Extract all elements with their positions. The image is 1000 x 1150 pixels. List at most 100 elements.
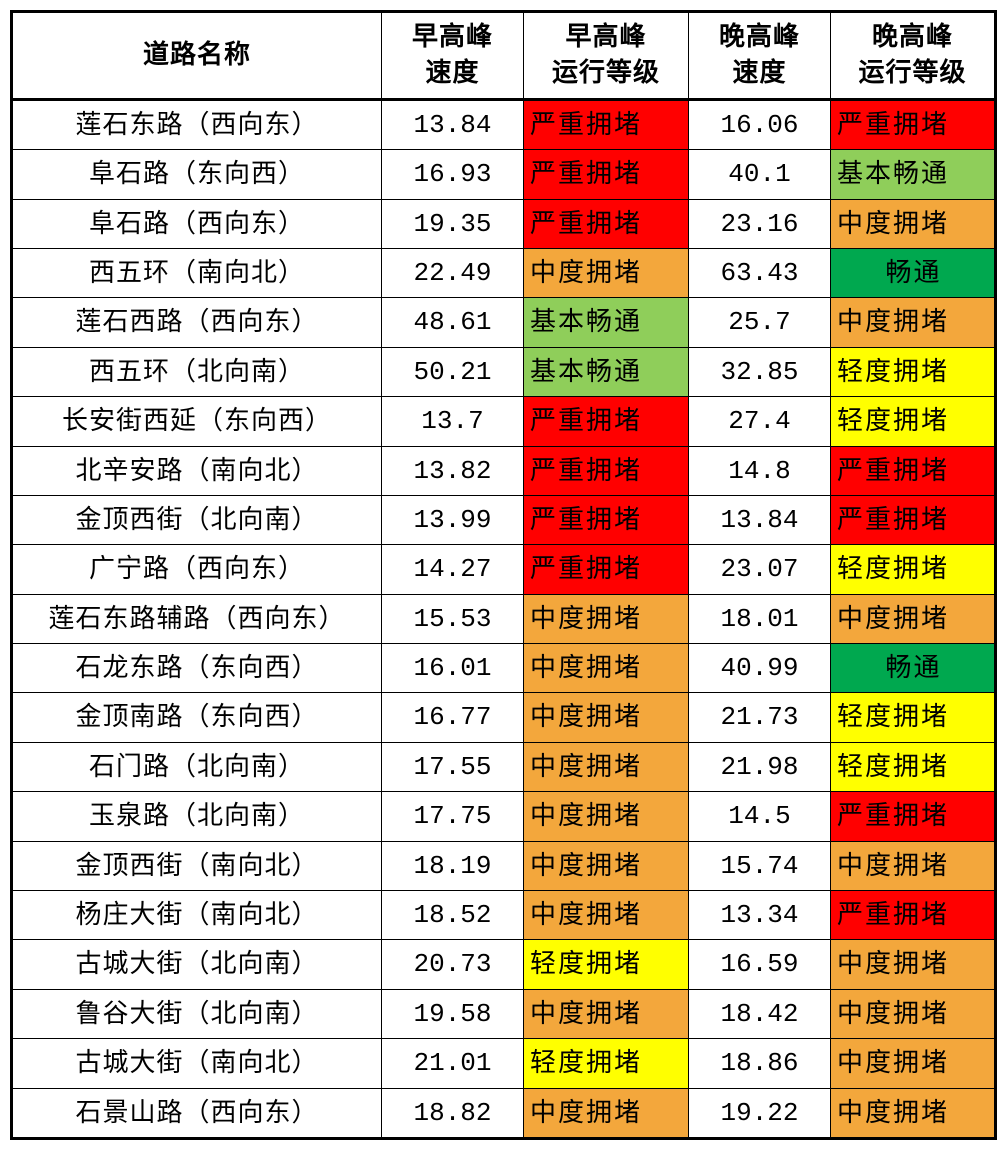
road-name-cell: 莲石东路辅路（西向东）: [12, 594, 382, 643]
table-row: 金顶西街（北向南）13.99严重拥堵13.84严重拥堵: [12, 495, 996, 544]
road-name-cell: 杨庄大街（南向北）: [12, 891, 382, 940]
table-row: 金顶南路（东向西）16.77中度拥堵21.73轻度拥堵: [12, 693, 996, 742]
table-row: 古城大街（南向北）21.01轻度拥堵18.86中度拥堵: [12, 1039, 996, 1088]
road-name-cell: 金顶南路（东向西）: [12, 693, 382, 742]
pm-level-cell: 轻度拥堵: [831, 347, 996, 396]
pm-speed-cell: 21.98: [689, 742, 831, 791]
am-speed-cell: 48.61: [382, 298, 524, 347]
road-name-cell: 玉泉路（北向南）: [12, 792, 382, 841]
am-speed-cell: 13.7: [382, 397, 524, 446]
road-name-cell: 鲁谷大街（北向南）: [12, 989, 382, 1038]
road-name-cell: 长安街西延（东向西）: [12, 397, 382, 446]
table-row: 莲石西路（西向东）48.61基本畅通25.7中度拥堵: [12, 298, 996, 347]
am-level-cell: 中度拥堵: [524, 693, 689, 742]
pm-speed-cell: 21.73: [689, 693, 831, 742]
table-row: 广宁路（西向东）14.27严重拥堵23.07轻度拥堵: [12, 545, 996, 594]
table-row: 西五环（北向南）50.21基本畅通32.85轻度拥堵: [12, 347, 996, 396]
am-speed-cell: 18.19: [382, 841, 524, 890]
road-name-cell: 北辛安路（南向北）: [12, 446, 382, 495]
table-row: 西五环（南向北）22.49中度拥堵63.43畅通: [12, 248, 996, 297]
pm-level-cell: 中度拥堵: [831, 940, 996, 989]
pm-speed-cell: 19.22: [689, 1088, 831, 1138]
table-body: 莲石东路（西向东）13.84严重拥堵16.06严重拥堵阜石路（东向西）16.93…: [12, 99, 996, 1138]
header-cell: 道路名称: [12, 12, 382, 100]
am-speed-cell: 50.21: [382, 347, 524, 396]
am-speed-cell: 16.01: [382, 644, 524, 693]
road-name-cell: 阜石路（西向东）: [12, 199, 382, 248]
table-row: 石门路（北向南）17.55中度拥堵21.98轻度拥堵: [12, 742, 996, 791]
pm-speed-cell: 18.86: [689, 1039, 831, 1088]
pm-level-cell: 中度拥堵: [831, 298, 996, 347]
table-row: 阜石路（东向西）16.93严重拥堵40.1基本畅通: [12, 150, 996, 199]
table-row: 古城大街（北向南）20.73轻度拥堵16.59中度拥堵: [12, 940, 996, 989]
am-speed-cell: 16.77: [382, 693, 524, 742]
table-row: 石景山路（西向东）18.82中度拥堵19.22中度拥堵: [12, 1088, 996, 1138]
am-level-cell: 严重拥堵: [524, 397, 689, 446]
am-level-cell: 中度拥堵: [524, 644, 689, 693]
pm-level-cell: 畅通: [831, 644, 996, 693]
pm-level-cell: 轻度拥堵: [831, 545, 996, 594]
road-name-cell: 金顶西街（南向北）: [12, 841, 382, 890]
traffic-table: 道路名称早高峰速度早高峰运行等级晚高峰速度晚高峰运行等级 莲石东路（西向东）13…: [10, 10, 997, 1140]
pm-level-cell: 轻度拥堵: [831, 693, 996, 742]
am-level-cell: 严重拥堵: [524, 150, 689, 199]
pm-level-cell: 中度拥堵: [831, 1088, 996, 1138]
pm-speed-cell: 18.42: [689, 989, 831, 1038]
table-row: 玉泉路（北向南）17.75中度拥堵14.5严重拥堵: [12, 792, 996, 841]
am-speed-cell: 21.01: [382, 1039, 524, 1088]
am-level-cell: 中度拥堵: [524, 891, 689, 940]
pm-speed-cell: 14.8: [689, 446, 831, 495]
road-name-cell: 广宁路（西向东）: [12, 545, 382, 594]
header-cell: 晚高峰速度: [689, 12, 831, 100]
am-level-cell: 中度拥堵: [524, 792, 689, 841]
am-level-cell: 中度拥堵: [524, 841, 689, 890]
pm-level-cell: 严重拥堵: [831, 792, 996, 841]
table-row: 杨庄大街（南向北）18.52中度拥堵13.34严重拥堵: [12, 891, 996, 940]
am-speed-cell: 19.58: [382, 989, 524, 1038]
am-speed-cell: 16.93: [382, 150, 524, 199]
am-level-cell: 中度拥堵: [524, 594, 689, 643]
pm-speed-cell: 25.7: [689, 298, 831, 347]
pm-speed-cell: 16.06: [689, 99, 831, 149]
road-name-cell: 石门路（北向南）: [12, 742, 382, 791]
table-row: 阜石路（西向东）19.35严重拥堵23.16中度拥堵: [12, 199, 996, 248]
header-cell: 晚高峰运行等级: [831, 12, 996, 100]
pm-level-cell: 严重拥堵: [831, 99, 996, 149]
am-level-cell: 基本畅通: [524, 298, 689, 347]
am-level-cell: 中度拥堵: [524, 248, 689, 297]
pm-speed-cell: 23.07: [689, 545, 831, 594]
am-speed-cell: 13.84: [382, 99, 524, 149]
table-row: 长安街西延（东向西）13.7严重拥堵27.4轻度拥堵: [12, 397, 996, 446]
pm-speed-cell: 23.16: [689, 199, 831, 248]
pm-speed-cell: 13.34: [689, 891, 831, 940]
am-speed-cell: 17.75: [382, 792, 524, 841]
road-name-cell: 古城大街（北向南）: [12, 940, 382, 989]
header-row: 道路名称早高峰速度早高峰运行等级晚高峰速度晚高峰运行等级: [12, 12, 996, 100]
pm-level-cell: 轻度拥堵: [831, 397, 996, 446]
am-level-cell: 轻度拥堵: [524, 1039, 689, 1088]
am-level-cell: 严重拥堵: [524, 199, 689, 248]
pm-level-cell: 中度拥堵: [831, 841, 996, 890]
am-speed-cell: 14.27: [382, 545, 524, 594]
am-level-cell: 基本畅通: [524, 347, 689, 396]
header-cell: 早高峰速度: [382, 12, 524, 100]
road-name-cell: 西五环（南向北）: [12, 248, 382, 297]
pm-level-cell: 畅通: [831, 248, 996, 297]
road-name-cell: 莲石东路（西向东）: [12, 99, 382, 149]
am-speed-cell: 13.82: [382, 446, 524, 495]
am-level-cell: 严重拥堵: [524, 545, 689, 594]
road-name-cell: 石龙东路（东向西）: [12, 644, 382, 693]
header-cell: 早高峰运行等级: [524, 12, 689, 100]
am-speed-cell: 19.35: [382, 199, 524, 248]
road-name-cell: 石景山路（西向东）: [12, 1088, 382, 1138]
pm-speed-cell: 16.59: [689, 940, 831, 989]
am-level-cell: 轻度拥堵: [524, 940, 689, 989]
road-name-cell: 古城大街（南向北）: [12, 1039, 382, 1088]
pm-speed-cell: 40.1: [689, 150, 831, 199]
am-level-cell: 严重拥堵: [524, 99, 689, 149]
pm-level-cell: 中度拥堵: [831, 1039, 996, 1088]
am-level-cell: 严重拥堵: [524, 495, 689, 544]
road-name-cell: 阜石路（东向西）: [12, 150, 382, 199]
am-speed-cell: 22.49: [382, 248, 524, 297]
am-speed-cell: 18.82: [382, 1088, 524, 1138]
